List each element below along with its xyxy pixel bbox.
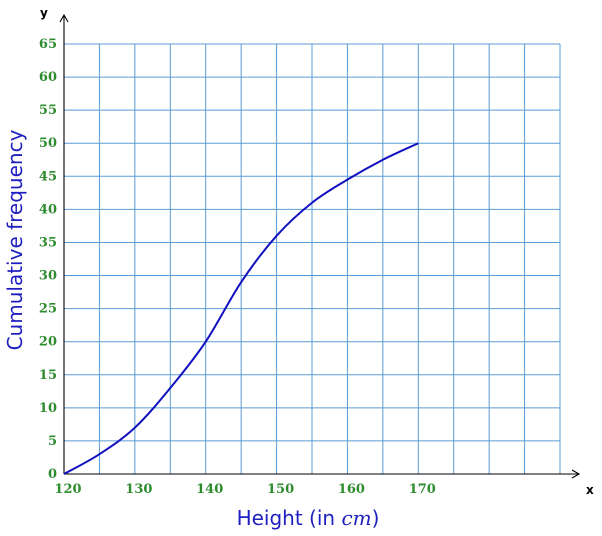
x-tick-label: 130 bbox=[125, 482, 152, 497]
y-tick-label: 25 bbox=[39, 302, 57, 317]
y-tick-label: 50 bbox=[39, 136, 57, 151]
grid bbox=[63, 43, 561, 475]
y-tick-label: 30 bbox=[39, 269, 57, 284]
y-tick-label: 60 bbox=[39, 70, 57, 85]
y-axis-letter: y bbox=[40, 6, 48, 20]
y-tick-label: 40 bbox=[39, 202, 57, 217]
y-tick-label: 65 bbox=[39, 37, 57, 52]
y-tick-label: 10 bbox=[39, 401, 57, 416]
x-axis-title: Height (in cm) bbox=[237, 506, 380, 530]
y-tick-label: 5 bbox=[48, 434, 57, 449]
x-axis-letter: x bbox=[586, 483, 594, 497]
x-axis-arrow bbox=[571, 469, 581, 479]
tick-labels: 0 5 10 15 20 25 30 35 40 45 50 55 60 65 120 130 140 150 16… bbox=[39, 37, 436, 497]
cumulative-frequency-curve bbox=[63, 142, 419, 475]
y-tick-label: 0 bbox=[48, 467, 57, 482]
x-tick-label: 160 bbox=[338, 482, 365, 497]
y-tick-label: 20 bbox=[39, 335, 57, 350]
y-tick-label: 35 bbox=[39, 235, 57, 250]
x-axis-title-unit: cm bbox=[341, 506, 371, 530]
y-tick-label: 15 bbox=[39, 368, 57, 383]
x-axis-title-close: ) bbox=[372, 506, 380, 530]
y-tick-label: 55 bbox=[39, 103, 57, 118]
x-tick-label: 120 bbox=[54, 482, 81, 497]
x-axis-title-text: Height (in bbox=[237, 506, 342, 530]
y-tick-label: 45 bbox=[39, 169, 57, 184]
axes: xy bbox=[40, 6, 594, 497]
x-tick-label: 140 bbox=[196, 482, 223, 497]
x-tick-label: 170 bbox=[409, 482, 436, 497]
x-tick-label: 150 bbox=[267, 482, 294, 497]
y-axis-arrow bbox=[59, 13, 69, 23]
y-axis-title: Cumulative frequency bbox=[3, 129, 27, 350]
series bbox=[63, 142, 419, 475]
